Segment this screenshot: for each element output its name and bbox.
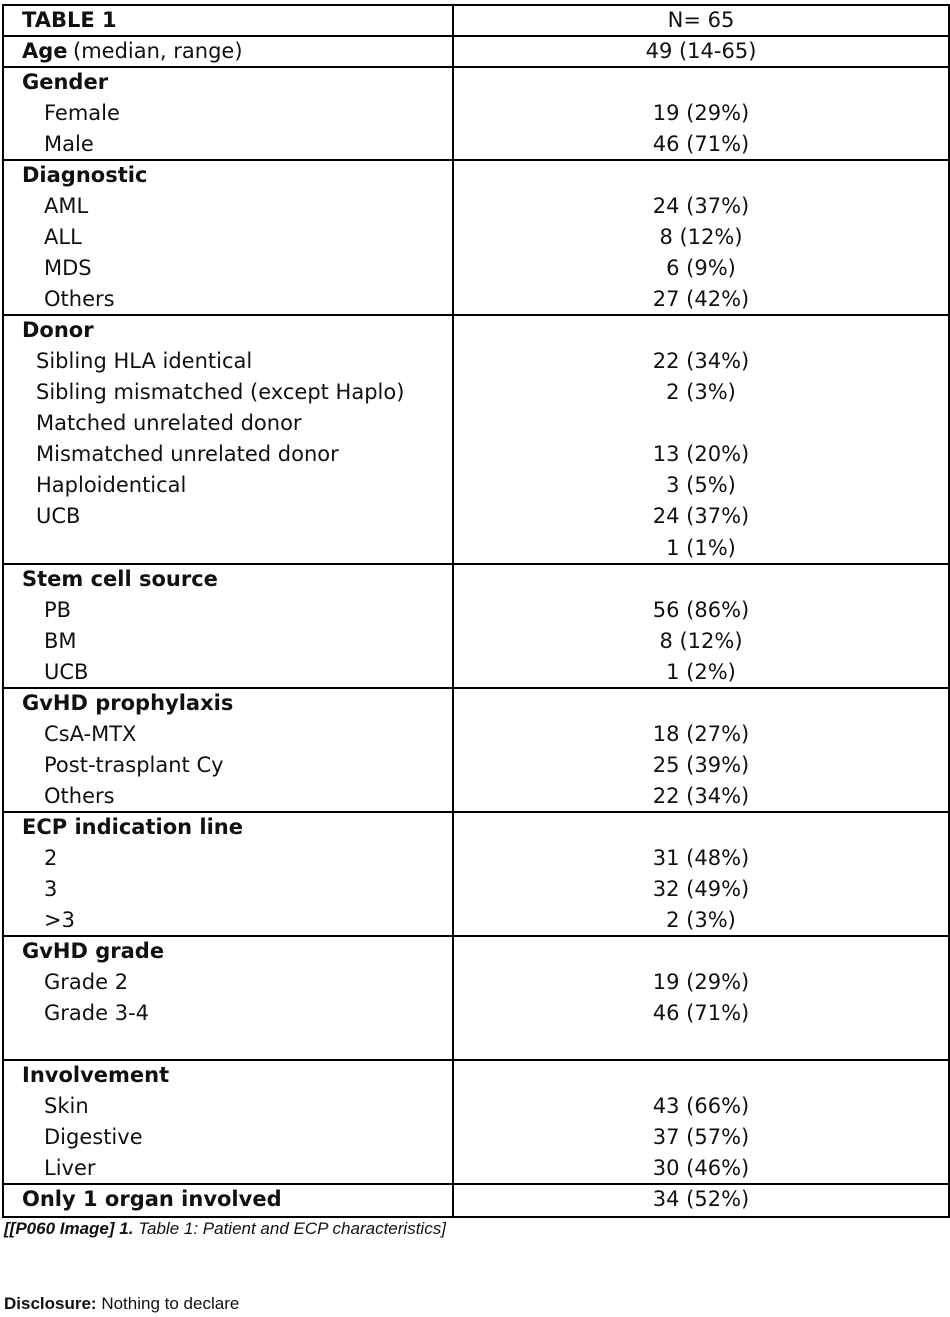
- row-label: >3: [44, 907, 75, 932]
- row-value: 22 (34%): [652, 783, 750, 808]
- row-label: PB: [44, 597, 72, 622]
- disclosure-text: Nothing to declare: [101, 1294, 240, 1313]
- row-value: 46 (71%): [652, 1000, 750, 1025]
- age-label: Age: [22, 39, 68, 64]
- row-border: [2, 1059, 948, 1062]
- row-border: [2, 934, 948, 937]
- row-value: 1 (1%): [666, 535, 736, 560]
- row-value: 27 (42%): [652, 287, 750, 312]
- row-label: Grade 2: [44, 969, 129, 994]
- table: [2, 4, 950, 1218]
- section-title: GvHD grade: [22, 938, 165, 963]
- row-label: Skin: [44, 1094, 89, 1119]
- row-border: [2, 1183, 948, 1186]
- caption-ref: [[P060 Image] 1.: [4, 1219, 134, 1238]
- row-value: 18 (27%): [652, 721, 750, 746]
- row-border: [2, 66, 948, 69]
- row-value: 19 (29%): [652, 969, 750, 994]
- row-value: 56 (86%): [652, 597, 750, 622]
- row-value: 24 (37%): [652, 504, 750, 529]
- row-label: Sibling HLA identical: [36, 349, 253, 374]
- row-value: 1 (2%): [666, 659, 736, 684]
- age-note: (median, range): [73, 39, 243, 64]
- row-label: Mismatched unrelated donor: [36, 442, 339, 467]
- row-value: 2 (3%): [666, 380, 736, 405]
- section-title: Involvement: [22, 1063, 170, 1088]
- row-label: Haploidentical: [36, 473, 187, 498]
- row-label: Others: [44, 287, 115, 312]
- row-value: 22 (34%): [652, 349, 750, 374]
- age-value: 49 (14-65): [645, 39, 757, 64]
- row-label: 3: [44, 876, 58, 901]
- row-value: 30 (46%): [652, 1156, 750, 1181]
- row-label: Sibling mismatched (except Haplo): [36, 380, 405, 405]
- row-value: 31 (48%): [652, 845, 750, 870]
- caption: [[P060 Image] 1. Table 1: Patient and EC…: [4, 1219, 446, 1239]
- disclosure-label: Disclosure:: [4, 1294, 97, 1313]
- header-label: TABLE 1: [22, 8, 117, 32]
- row-label: MDS: [44, 256, 92, 281]
- row-label: ALL: [44, 225, 82, 250]
- row-label: BM: [44, 628, 77, 653]
- row-label: UCB: [36, 504, 81, 529]
- section-title: Diagnostic: [22, 163, 148, 188]
- header-value: N= 65: [667, 8, 735, 32]
- row-value: 3 (5%): [666, 473, 736, 498]
- section-title: Gender: [22, 70, 109, 95]
- row-border: [2, 810, 948, 813]
- row-value: 8 (12%): [659, 225, 743, 250]
- footer-label: Only 1 organ involved: [22, 1187, 282, 1212]
- row-label: Liver: [44, 1156, 96, 1181]
- section-title: ECP indication line: [22, 814, 243, 839]
- row-label: Others: [44, 783, 115, 808]
- row-label: Digestive: [44, 1125, 143, 1150]
- row-value: 19 (29%): [652, 101, 750, 126]
- row-border: [2, 562, 948, 565]
- section-title: Stem cell source: [22, 566, 218, 591]
- row-label: CsA-MTX: [44, 721, 137, 746]
- column-divider: [452, 4, 454, 1216]
- footer-value: 34 (52%): [652, 1187, 750, 1212]
- row-label: Matched unrelated donor: [36, 411, 302, 436]
- row-label: Male: [44, 132, 94, 157]
- row-label: Female: [44, 101, 120, 126]
- row-label: AML: [44, 194, 89, 219]
- row-value: 8 (12%): [659, 628, 743, 653]
- disclosure: Disclosure: Nothing to declare: [4, 1294, 239, 1314]
- row-value: 32 (49%): [652, 876, 750, 901]
- row-border: [2, 159, 948, 162]
- row-value: 46 (71%): [652, 132, 750, 157]
- row-value: 37 (57%): [652, 1125, 750, 1150]
- section-title: Donor: [22, 318, 94, 343]
- row-value: 24 (37%): [652, 194, 750, 219]
- section-title: GvHD prophylaxis: [22, 690, 234, 715]
- row-label: Grade 3-4: [44, 1000, 149, 1025]
- row-label: UCB: [44, 659, 89, 684]
- row-value: 2 (3%): [666, 907, 736, 932]
- row-border: [2, 686, 948, 689]
- row-value: 6 (9%): [666, 256, 736, 281]
- row-border: [2, 35, 948, 38]
- row-label: 2: [44, 845, 58, 870]
- row-label: Post-trasplant Cy: [44, 752, 224, 777]
- row-value: 25 (39%): [652, 752, 750, 777]
- row-border: [2, 314, 948, 317]
- row-value: 13 (20%): [652, 442, 750, 467]
- caption-text: Table 1: Patient and ECP characteristics…: [138, 1219, 446, 1238]
- row-value: 43 (66%): [652, 1094, 750, 1119]
